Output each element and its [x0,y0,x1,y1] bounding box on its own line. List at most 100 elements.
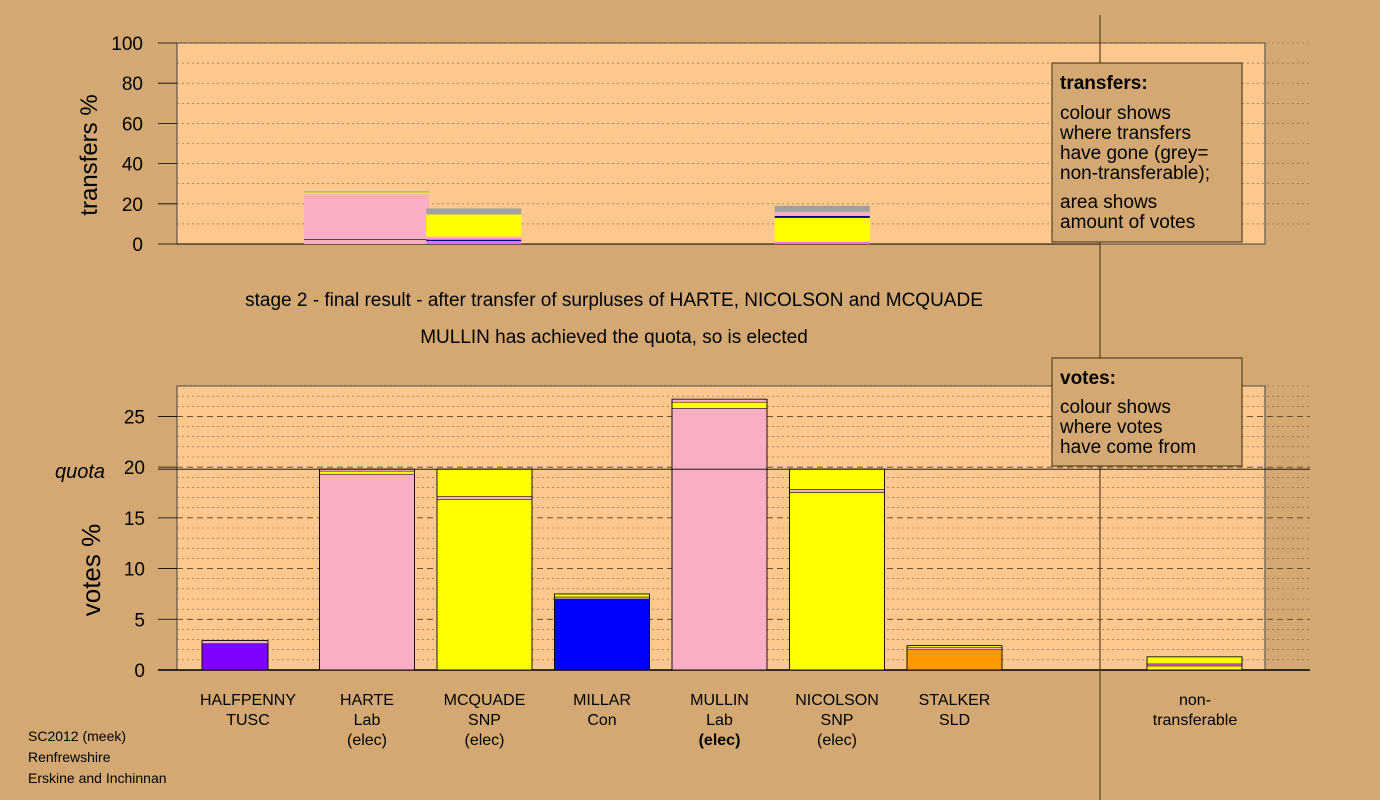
votes-bar-segment [319,470,415,475]
votes-chart: 0 5 10 15 20 25 HALFPENNY TUSC HARTE Lab (elec) MC… [55,385,1310,749]
votes-bar-segment [201,643,269,671]
votes-bar-segment [671,401,768,409]
votes-bar-outline [906,645,1003,671]
transfers-bar-segment [426,236,522,239]
votes-bars [201,398,1243,671]
votes-y-tick-label: 10 [124,560,145,581]
votes-legend-box [1051,357,1243,467]
transfers-y-tick-label: 0 [132,235,143,256]
votes-bar-segment [671,408,768,671]
transfers-y-tick-label: 20 [122,195,143,216]
votes-x-tick-label: Con [587,712,616,729]
votes-legend-line: where votes [1059,417,1162,438]
transfers-y-axis-label: transfers % [76,94,103,215]
transfers-legend-title: transfers: [1060,73,1148,94]
votes-x-tick-label: non- [1179,692,1211,709]
transfers-bar-segment [304,239,429,244]
transfers-bar-segment [774,215,870,218]
votes-bar-outline [671,398,768,671]
votes-bar-segment [554,593,650,598]
votes-bar-segment [436,468,533,497]
votes-legend-title: votes: [1060,368,1116,389]
transfers-bar-segment [774,211,870,216]
transfers-legend-line: non-transferable); [1060,163,1210,184]
votes-bar-segment [436,499,533,671]
transfers-bar-segment [304,191,429,193]
votes-bar-segment [1146,663,1243,667]
votes-x-tick-label: NICOLSON [795,692,879,709]
votes-bar-outline [554,593,650,671]
transfers-legend-box [1051,62,1243,243]
votes-x-labels: HALFPENNY TUSC HARTE Lab (elec) MCQUADE SNP (el… [200,692,1237,749]
votes-bar-segment [789,468,885,490]
votes-x-tick-label: STALKER [919,692,991,709]
transfers-y-ticks: 0 20 40 60 80 100 [111,34,1100,256]
votes-bar-segment [1146,665,1243,671]
votes-bar-outline [1146,656,1243,671]
transfers-bar-segment [774,217,870,242]
footer-ward: Erskine and Inchinnan [28,770,167,786]
votes-legend-line: have come from [1060,437,1196,458]
votes-bar-segment [906,647,1003,651]
transfers-bars [304,191,870,244]
votes-legend-line: colour shows [1060,397,1171,418]
votes-y-tick-label: 20 [124,458,145,479]
votes-x-tick-label: HARTE [340,692,394,709]
transfers-legend-line: amount of votes [1060,212,1195,233]
votes-x-tick-label: (elec) [699,732,741,749]
transfers-legend-line: colour shows [1060,103,1171,124]
transfers-legend: transfers: colour shows where transfers … [1051,62,1243,243]
votes-x-tick-label: SNP [468,712,501,729]
votes-bar-outline [201,640,269,671]
votes-x-tick-label: Lab [354,712,381,729]
footer-council: Renfrewshire [28,749,111,765]
votes-y-tick-label: 15 [124,509,145,530]
votes-x-tick-label: TUSC [226,712,270,729]
votes-x-tick-label: MILLAR [573,692,631,709]
stage-caption: stage 2 - final result - after transfer … [245,290,983,311]
transfers-bar-segment [426,208,522,215]
transfers-y-tick-label: 60 [122,114,143,135]
votes-bar-segment [671,398,768,403]
transfers-gridlines [177,42,1310,225]
transfers-legend-line: have gone (grey= [1060,143,1208,164]
votes-x-tick-label: SNP [821,712,854,729]
votes-y-axis-label: votes % [76,524,106,617]
elected-caption: MULLIN has achieved the quota, so is ele… [420,327,808,348]
transfers-bar-segment [774,241,870,244]
votes-x-tick-label: (elec) [464,732,504,749]
transfers-bar-segment [426,214,522,237]
votes-legend: votes: colour shows where votes have com… [1051,357,1243,467]
transfers-bar-segment [304,237,429,240]
quota-label: quota [55,461,105,483]
votes-bar-segment [554,596,650,600]
transfers-bar-segment [426,238,522,240]
votes-bar-segment [789,489,885,493]
votes-x-tick-label: MULLIN [690,692,749,709]
votes-x-tick-label: (elec) [347,732,387,749]
footer-election: SC2012 (meek) [28,728,126,744]
transfers-legend-line: area shows [1060,192,1157,213]
votes-bar-segment [554,598,650,671]
votes-bar-segment [319,473,415,671]
transfers-y-tick-label: 80 [122,74,143,95]
votes-x-tick-label: MCQUADE [444,692,526,709]
transfers-bar-segment [426,239,522,241]
votes-bar-segment [1146,656,1243,665]
votes-bar-segment [201,640,269,644]
transfers-bar-segment [304,192,429,194]
votes-y-tick-label: 25 [124,407,145,428]
votes-y-tick-label: 0 [134,661,145,682]
votes-x-tick-label: (elec) [817,732,857,749]
votes-x-tick-label: Lab [706,712,733,729]
votes-y-tick-label: 5 [134,610,145,631]
transfers-y-tick-label: 100 [111,34,143,55]
votes-bar-segment [789,492,885,671]
transfers-bar-segment [304,193,429,238]
votes-x-tick-label: transferable [1153,712,1238,729]
votes-bar-segment [906,649,1003,671]
transfers-bar-segment [774,205,870,212]
transfers-y-tick-label: 40 [122,155,143,176]
transfers-bar-segment [304,239,429,240]
